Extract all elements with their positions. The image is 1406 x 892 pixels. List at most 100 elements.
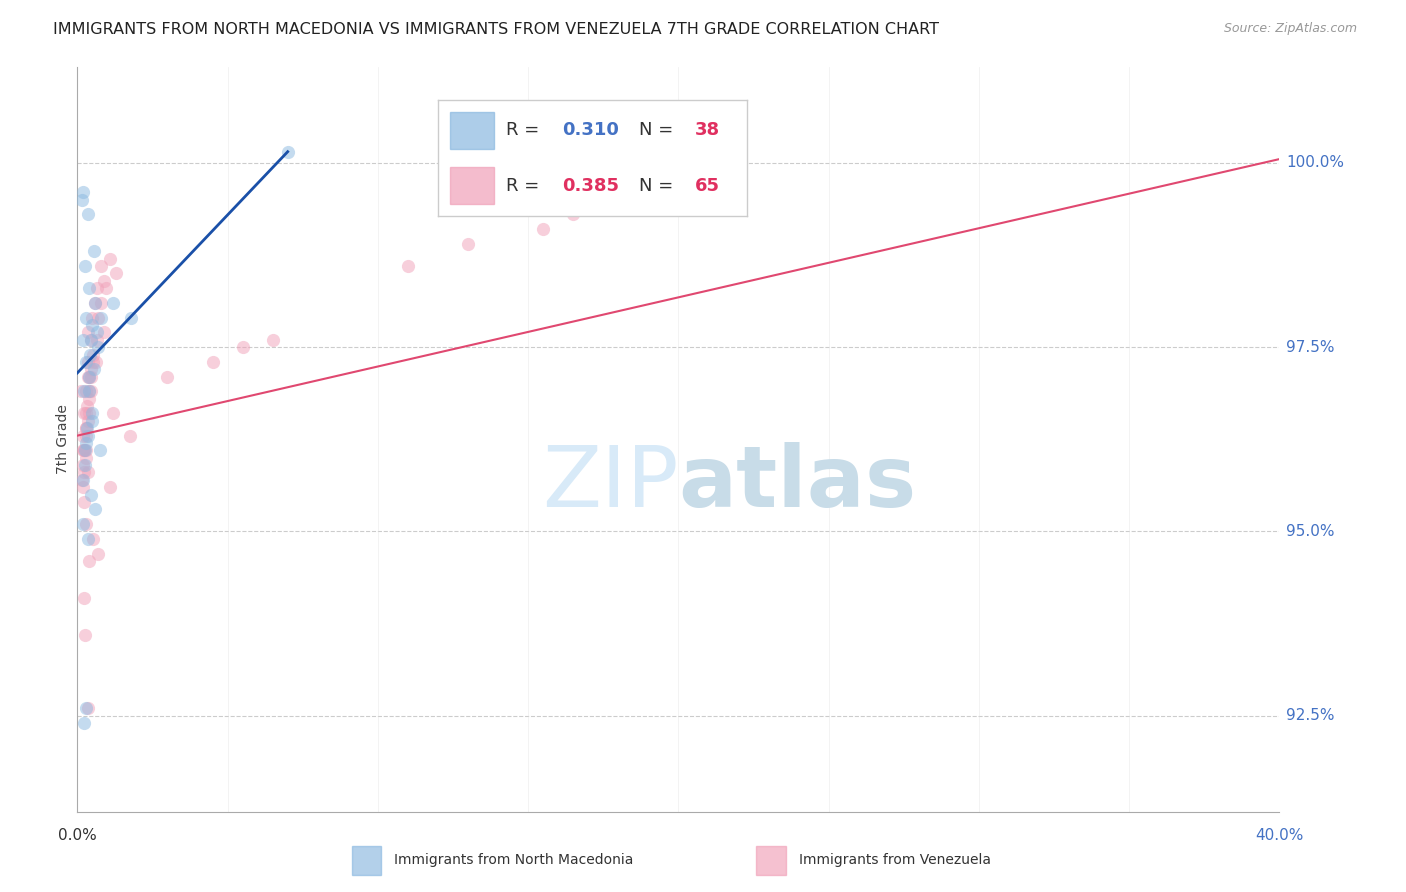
Point bbox=[80, 407, 103, 421]
Text: N =: N = bbox=[640, 121, 679, 139]
Text: 65: 65 bbox=[695, 177, 720, 194]
Bar bbox=[352, 846, 381, 875]
Text: 38: 38 bbox=[695, 121, 720, 139]
Point bbox=[93, 274, 115, 288]
Point bbox=[87, 547, 110, 561]
Bar bbox=[450, 167, 494, 204]
Point bbox=[83, 362, 105, 376]
Point bbox=[80, 333, 103, 347]
Point bbox=[457, 236, 479, 251]
Point bbox=[562, 207, 585, 221]
Point bbox=[79, 281, 101, 295]
Point bbox=[76, 399, 98, 413]
Point bbox=[90, 259, 112, 273]
Point bbox=[73, 466, 96, 480]
Point bbox=[76, 466, 98, 480]
Point bbox=[396, 259, 419, 273]
Point bbox=[72, 186, 94, 200]
Point bbox=[72, 480, 94, 494]
Point bbox=[82, 318, 104, 332]
Point bbox=[80, 488, 103, 502]
Point bbox=[70, 193, 93, 207]
Point bbox=[77, 428, 100, 442]
Point bbox=[83, 296, 105, 310]
Point bbox=[84, 296, 107, 310]
Point bbox=[103, 296, 125, 310]
Point bbox=[73, 443, 96, 458]
Point bbox=[87, 340, 110, 354]
Point bbox=[84, 355, 107, 369]
Point bbox=[76, 207, 98, 221]
Point bbox=[86, 333, 108, 347]
Text: 100.0%: 100.0% bbox=[1286, 155, 1344, 170]
Bar bbox=[450, 112, 494, 149]
Point bbox=[75, 517, 97, 532]
Point bbox=[70, 384, 93, 399]
Point bbox=[72, 443, 94, 458]
Point bbox=[73, 591, 96, 605]
Point bbox=[118, 428, 141, 442]
Text: 40.0%: 40.0% bbox=[1256, 828, 1303, 843]
Text: 0.310: 0.310 bbox=[562, 121, 619, 139]
Text: atlas: atlas bbox=[679, 442, 917, 525]
Point bbox=[72, 473, 94, 487]
Point bbox=[262, 333, 284, 347]
Point bbox=[73, 495, 96, 509]
Point bbox=[70, 473, 93, 487]
Point bbox=[80, 333, 103, 347]
Point bbox=[79, 384, 101, 399]
Bar bbox=[756, 846, 786, 875]
Y-axis label: 7th Grade: 7th Grade bbox=[56, 404, 70, 475]
Point bbox=[80, 369, 103, 384]
Point bbox=[76, 355, 98, 369]
Point bbox=[79, 369, 101, 384]
Point bbox=[201, 355, 224, 369]
Point bbox=[76, 369, 98, 384]
Point bbox=[277, 145, 299, 159]
Text: 0.0%: 0.0% bbox=[58, 828, 97, 843]
Point bbox=[75, 450, 97, 465]
Point bbox=[156, 369, 179, 384]
Point bbox=[82, 414, 104, 428]
Point bbox=[73, 259, 96, 273]
Text: ZIP: ZIP bbox=[541, 442, 679, 525]
Point bbox=[90, 310, 112, 325]
Point bbox=[75, 310, 97, 325]
Point bbox=[90, 296, 112, 310]
Point bbox=[75, 407, 97, 421]
Point bbox=[232, 340, 254, 354]
Text: 95.0%: 95.0% bbox=[1286, 524, 1334, 539]
Point bbox=[82, 355, 104, 369]
Point bbox=[72, 517, 94, 532]
Point bbox=[100, 252, 122, 266]
Point bbox=[75, 421, 97, 435]
Point bbox=[93, 326, 115, 340]
Text: 92.5%: 92.5% bbox=[1286, 708, 1334, 723]
Text: Immigrants from North Macedonia: Immigrants from North Macedonia bbox=[394, 854, 633, 867]
Point bbox=[75, 443, 97, 458]
Point bbox=[76, 421, 98, 435]
Point bbox=[94, 281, 117, 295]
Point bbox=[86, 326, 108, 340]
Point bbox=[75, 428, 97, 442]
Point bbox=[79, 384, 101, 399]
Point bbox=[100, 480, 122, 494]
Text: R =: R = bbox=[506, 177, 546, 194]
Point bbox=[75, 701, 97, 715]
Text: N =: N = bbox=[640, 177, 679, 194]
Point bbox=[75, 443, 97, 458]
Point bbox=[76, 532, 98, 546]
Point bbox=[80, 362, 103, 376]
Point bbox=[76, 326, 98, 340]
Point bbox=[75, 384, 97, 399]
Point bbox=[103, 407, 125, 421]
Point bbox=[120, 310, 142, 325]
Point bbox=[79, 407, 101, 421]
Point bbox=[72, 333, 94, 347]
Point bbox=[73, 443, 96, 458]
Point bbox=[75, 421, 97, 435]
Point bbox=[72, 458, 94, 472]
Point bbox=[73, 458, 96, 472]
Point bbox=[79, 347, 101, 361]
Text: 97.5%: 97.5% bbox=[1286, 340, 1334, 355]
